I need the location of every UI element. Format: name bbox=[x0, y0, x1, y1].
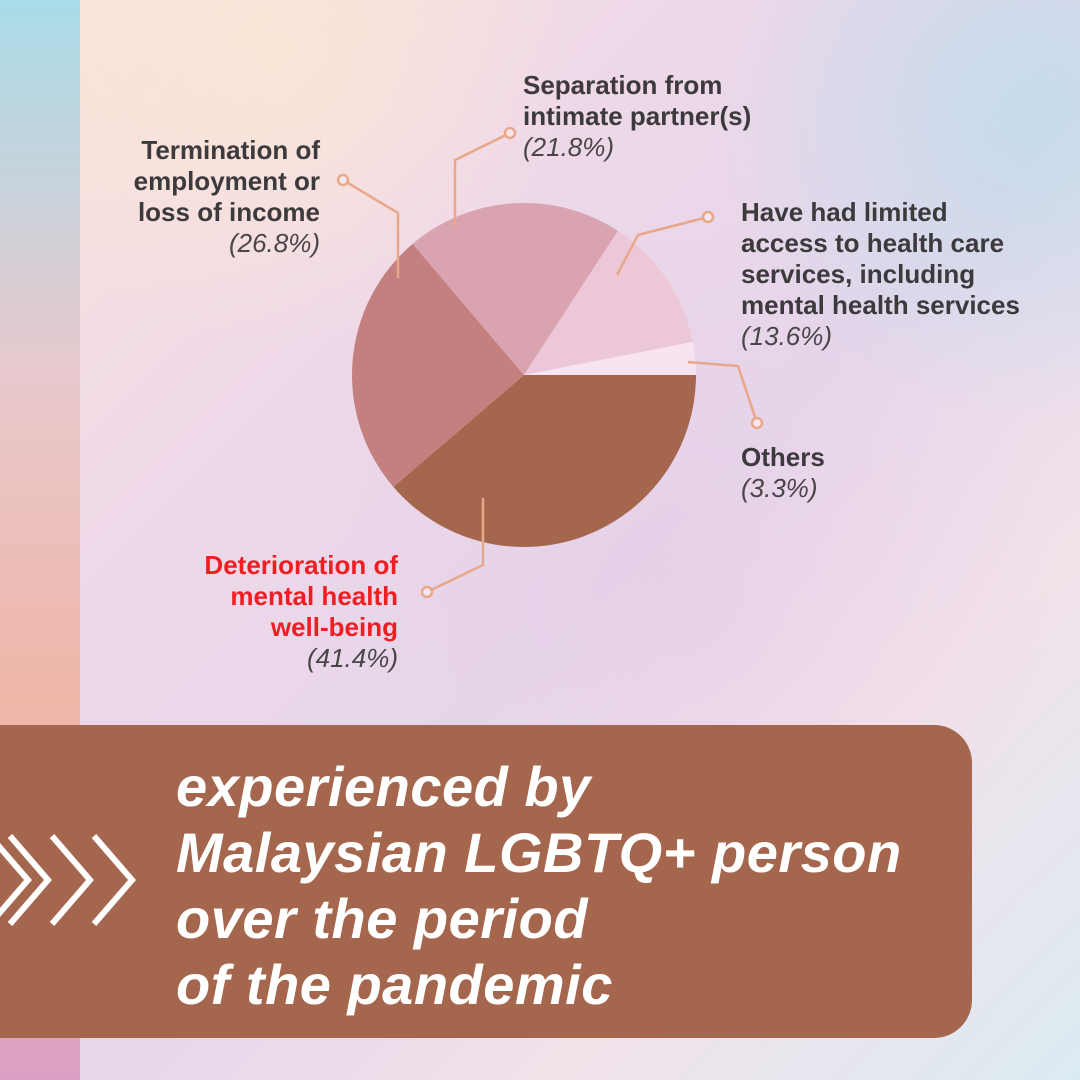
slice-mental-health bbox=[393, 375, 696, 547]
caption-banner bbox=[0, 725, 972, 1038]
leader-access-dot bbox=[701, 210, 715, 224]
caption-text: experienced by Malaysian LGBTQ+ person o… bbox=[176, 754, 976, 1018]
label-mental-pct: (41.4%) bbox=[306, 643, 398, 673]
slice-others bbox=[524, 341, 696, 375]
chevron-arrows-icon bbox=[0, 834, 136, 926]
label-separation-name: Separation from intimate partner(s) bbox=[523, 70, 752, 131]
label-mental-name: Deterioration of mental health well-bein… bbox=[204, 550, 398, 642]
label-others: Others (3.3%) bbox=[741, 442, 941, 504]
caption-line-3: over the period bbox=[176, 887, 589, 950]
leader-mental-dot bbox=[420, 585, 434, 599]
caption-line-2: Malaysian LGBTQ+ person bbox=[176, 821, 902, 884]
caption-line-4: of the pandemic bbox=[176, 953, 613, 1016]
leader-separation-dot bbox=[503, 126, 517, 140]
leader-separation-line bbox=[453, 131, 511, 228]
label-access-pct: (13.6%) bbox=[741, 321, 833, 351]
slice-health-access bbox=[524, 230, 693, 375]
label-employment-pct: (26.8%) bbox=[228, 228, 320, 258]
label-separation-pct: (21.8%) bbox=[523, 132, 615, 162]
leader-employment-dot bbox=[336, 173, 350, 187]
leader-others-dot bbox=[750, 416, 764, 430]
label-access: Have had limited access to health care s… bbox=[741, 197, 1076, 352]
slice-employment bbox=[352, 243, 524, 487]
leader-mental-line bbox=[426, 498, 485, 594]
caption-line-1: experienced by bbox=[176, 755, 591, 818]
label-employment: Termination of employment or loss of inc… bbox=[60, 135, 320, 259]
label-others-pct: (3.3%) bbox=[741, 473, 818, 503]
slice-separation bbox=[412, 203, 618, 375]
label-others-name: Others bbox=[741, 442, 825, 472]
leader-employment-line bbox=[342, 178, 400, 278]
label-employment-name: Termination of employment or loss of inc… bbox=[133, 135, 320, 227]
leader-others-line bbox=[687, 360, 759, 424]
label-mental: Deterioration of mental health well-bein… bbox=[120, 550, 398, 674]
label-separation: Separation from intimate partner(s) (21.… bbox=[523, 70, 843, 163]
leader-access-line bbox=[615, 215, 709, 276]
label-access-name: Have had limited access to health care s… bbox=[741, 197, 1020, 320]
